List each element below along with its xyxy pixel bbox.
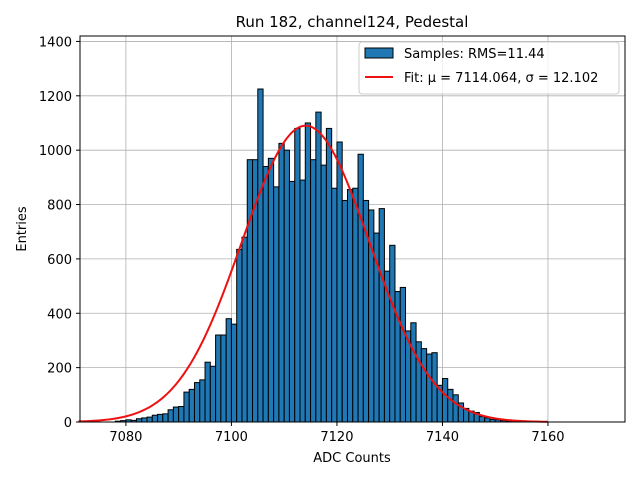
histogram-bar: [357, 153, 364, 423]
x-tick-label: 7120: [320, 430, 353, 445]
histogram-bar: [399, 286, 407, 423]
y-tick-label: 800: [47, 199, 72, 214]
histogram-bar: [378, 208, 385, 423]
histogram-bar: [431, 352, 438, 423]
histogram-bar: [146, 416, 153, 423]
x-tick-label: 7140: [426, 430, 459, 445]
y-tick-label: 1000: [39, 144, 72, 159]
histogram-bar: [294, 127, 301, 423]
x-tick-label: 7160: [531, 430, 564, 445]
histogram-bar: [199, 379, 206, 423]
x-axis-label: ADC Counts: [313, 451, 391, 466]
histogram-bar: [167, 409, 174, 423]
histogram-bar: [225, 318, 232, 423]
x-tick-label: 7080: [109, 430, 142, 445]
legend-label-fit: Fit: μ = 7114.064, σ = 12.102: [404, 71, 598, 86]
legend-swatch-samples: [364, 47, 394, 59]
legend-label-samples: Samples: RMS=11.44: [404, 47, 545, 62]
histogram-bar: [220, 334, 227, 423]
histogram-bar: [215, 334, 222, 423]
legend: Samples: RMS=11.44 Fit: μ = 7114.064, σ …: [358, 41, 620, 95]
histogram-bar: [315, 111, 322, 423]
histogram-bar: [141, 417, 148, 423]
y-tick-label: 1200: [39, 90, 72, 105]
histogram-bar: [310, 159, 317, 423]
histogram-bar: [157, 413, 164, 423]
histogram-bar: [288, 180, 296, 423]
histogram-bar: [304, 122, 312, 423]
histogram-bar: [478, 416, 486, 423]
histogram-bar: [341, 199, 348, 423]
x-tick-label: 7100: [215, 430, 248, 445]
histogram-bar: [178, 406, 185, 423]
histogram-bar: [389, 244, 396, 423]
histogram-bar: [273, 186, 280, 423]
x-axis-ticks: 7080 7100 7120 7140 7160: [109, 422, 565, 445]
fit-curve: [78, 124, 548, 423]
histogram-bar: [257, 88, 264, 423]
histogram-bar: [262, 165, 269, 423]
chart-title: Run 182, channel124, Pedestal: [236, 13, 469, 31]
histogram-bar: [426, 353, 433, 423]
y-tick-label: 200: [47, 362, 72, 377]
histogram-bar: [420, 348, 428, 423]
y-tick-label: 0: [64, 416, 72, 431]
histogram-bar: [241, 236, 248, 423]
legend-box: [358, 41, 620, 95]
histogram-bar: [278, 142, 285, 423]
y-tick-label: 400: [47, 307, 72, 322]
histogram-bar: [299, 179, 306, 423]
histogram-bar: [209, 365, 217, 423]
histogram-bar: [183, 391, 190, 423]
histogram-bar: [452, 394, 459, 423]
histogram-bar: [193, 382, 201, 423]
histogram-bar: [447, 388, 454, 423]
histogram-bar: [162, 413, 169, 423]
histogram-bar: [352, 187, 359, 423]
plot-frame: [79, 35, 626, 423]
histogram-bar: [346, 189, 354, 423]
histogram-bar: [410, 322, 417, 423]
histogram-bar: [331, 187, 338, 423]
y-axis-ticks: 0 200 400 600 800 1000 1200 1400: [39, 35, 80, 431]
histogram-bar: [230, 323, 238, 423]
histogram-bar: [172, 406, 180, 423]
histogram-bar: [320, 164, 327, 423]
histogram-bar: [236, 248, 243, 423]
histogram-bars: [114, 88, 523, 423]
histogram-bar: [204, 361, 211, 423]
y-tick-label: 600: [47, 253, 72, 268]
histogram-bar: [188, 388, 195, 423]
histogram-bar: [325, 127, 333, 423]
histogram-bar: [441, 378, 449, 423]
histogram-bar: [283, 149, 290, 423]
histogram-bar: [151, 414, 159, 423]
histogram-bar: [267, 157, 275, 423]
histogram-bar: [246, 159, 254, 423]
y-axis-label: Entries: [15, 206, 30, 252]
histogram-bar: [484, 417, 491, 423]
histogram-bar: [415, 341, 422, 423]
y-tick-label: 1400: [39, 35, 72, 50]
histogram-bar: [336, 141, 343, 423]
